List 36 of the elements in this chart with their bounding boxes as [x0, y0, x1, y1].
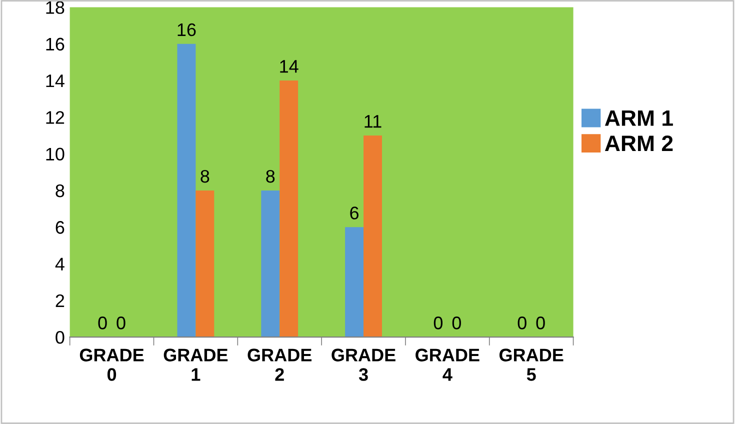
data-label: 6	[350, 206, 359, 220]
y-tick-label: 8	[56, 184, 64, 198]
data-label: 0	[434, 316, 443, 330]
y-tick-label: 10	[46, 148, 64, 161]
legend-label: ARM 2	[604, 135, 673, 152]
y-tick-label: 14	[46, 74, 64, 88]
bar	[261, 190, 280, 338]
data-label: 0	[452, 316, 461, 330]
x-tick-label: GRADE 0	[80, 348, 144, 381]
y-tick-label: 6	[56, 221, 64, 234]
bar	[345, 227, 364, 338]
x-tick-label: GRADE 5	[499, 348, 564, 381]
data-label: 16	[178, 23, 196, 36]
y-tick-label: 0	[56, 331, 64, 344]
data-label: 11	[364, 115, 382, 128]
y-tick-label: 16	[46, 38, 64, 51]
y-tick-label: 2	[56, 294, 64, 307]
bar	[280, 80, 298, 338]
data-label: 14	[280, 60, 298, 73]
bar	[177, 44, 196, 338]
x-tick-label: GRADE 1	[164, 348, 228, 381]
x-tick-label: GRADE 4	[416, 348, 480, 381]
y-tick-label: 12	[46, 111, 64, 124]
x-tick-label: GRADE 2	[248, 348, 312, 381]
bar	[364, 135, 382, 338]
y-tick-label: 18	[46, 1, 64, 14]
data-label: 0	[536, 316, 545, 330]
data-label: 8	[266, 170, 275, 183]
y-tick-label: 4	[55, 258, 64, 270]
data-label: 8	[200, 170, 210, 183]
bar	[196, 190, 214, 338]
data-label: 0	[518, 316, 526, 330]
x-tick-label: GRADE 3	[332, 348, 396, 381]
data-label: 0	[98, 316, 107, 330]
legend-label: ARM 1	[604, 110, 673, 126]
data-label: 0	[116, 316, 126, 330]
